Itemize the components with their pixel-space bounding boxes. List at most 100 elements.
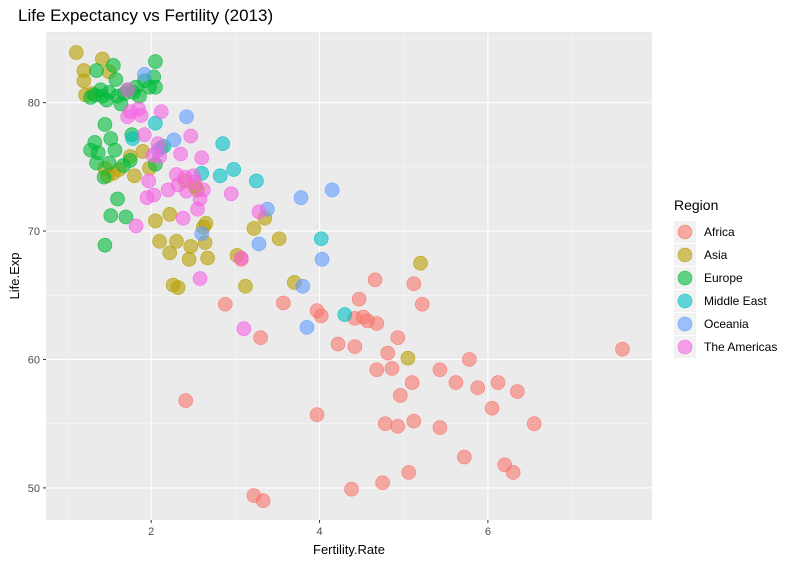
point-middle-east — [212, 168, 228, 184]
point-oceania — [295, 278, 311, 294]
point-asia — [170, 280, 186, 295]
point-oceania — [194, 226, 210, 241]
point-africa — [380, 345, 396, 361]
point-africa — [432, 420, 448, 435]
point-middle-east — [226, 162, 241, 177]
point-the-americas — [183, 128, 199, 144]
point-middle-east — [249, 173, 264, 189]
point-asia — [400, 350, 416, 366]
point-the-americas — [196, 182, 211, 198]
y-axis-ticks: 50 60 70 80 — [28, 98, 46, 495]
point-the-americas — [154, 104, 169, 119]
point-asia — [76, 73, 92, 89]
point-africa — [404, 375, 420, 390]
chart-title: Life Expectancy vs Fertility (2013) — [18, 6, 273, 25]
point-africa — [414, 296, 430, 312]
y-tick-label: 50 — [28, 483, 40, 495]
point-the-americas — [173, 146, 188, 162]
point-the-americas — [236, 321, 252, 336]
point-asia — [181, 252, 197, 267]
point-oceania — [166, 132, 182, 148]
point-middle-east — [337, 307, 353, 322]
point-asia — [271, 231, 287, 247]
point-europe — [96, 169, 112, 185]
point-asia — [183, 239, 199, 254]
point-europe — [89, 63, 104, 78]
point-africa — [178, 393, 194, 408]
point-africa — [309, 303, 325, 318]
point-the-americas — [194, 150, 210, 166]
x-tick-label: 4 — [316, 526, 322, 538]
point-the-americas — [152, 149, 167, 164]
point-europe — [148, 54, 163, 69]
point-africa — [369, 362, 385, 378]
legend-swatch-europe — [677, 270, 693, 286]
point-africa — [344, 481, 359, 497]
point-africa — [309, 407, 325, 422]
legend-label-asia: Asia — [704, 248, 728, 262]
point-oceania — [314, 252, 330, 267]
point-europe — [108, 72, 124, 87]
point-asia — [162, 207, 178, 222]
point-europe — [110, 191, 125, 207]
point-africa — [390, 330, 406, 345]
point-the-americas — [146, 187, 162, 203]
point-africa — [526, 416, 542, 431]
point-africa — [375, 475, 390, 491]
y-axis-title: Life.Exp — [7, 253, 22, 300]
point-europe — [118, 209, 134, 225]
y-tick-label: 70 — [28, 226, 40, 238]
point-middle-east — [313, 231, 329, 247]
point-asia — [413, 255, 428, 271]
point-europe — [103, 208, 119, 223]
x-axis-ticks: 2 4 6 — [148, 520, 491, 538]
point-africa — [484, 400, 500, 416]
point-asia — [246, 221, 262, 236]
point-africa — [276, 295, 291, 311]
point-asia — [148, 213, 163, 229]
point-oceania — [293, 190, 309, 205]
legend-swatch-africa — [677, 224, 693, 240]
x-tick-label: 6 — [485, 526, 491, 538]
point-africa — [377, 416, 393, 431]
point-the-americas — [141, 173, 156, 189]
x-axis-title: Fertility.Rate — [313, 542, 385, 557]
legend-label-middle-east: Middle East — [704, 294, 767, 308]
point-the-americas — [137, 127, 152, 143]
point-africa — [367, 272, 383, 288]
point-africa — [393, 388, 408, 403]
point-oceania — [299, 320, 315, 335]
point-europe — [90, 145, 106, 161]
point-africa — [246, 488, 262, 503]
point-the-americas — [179, 183, 194, 199]
legend-title: Region — [674, 197, 718, 213]
point-oceania — [137, 67, 152, 82]
point-europe — [122, 153, 138, 168]
legend-swatch-asia — [677, 247, 693, 263]
point-the-americas — [128, 218, 144, 234]
legend-label-africa: Africa — [704, 225, 735, 239]
legend-label-oceania: Oceania — [704, 317, 749, 331]
x-tick-label: 2 — [148, 526, 154, 538]
point-africa — [510, 384, 525, 399]
point-middle-east — [148, 115, 163, 131]
point-asia — [162, 245, 178, 261]
point-africa — [448, 375, 464, 390]
point-africa — [253, 330, 268, 345]
point-africa — [401, 465, 417, 480]
point-the-americas — [133, 108, 149, 123]
point-africa — [497, 457, 513, 473]
legend-swatch-middle-east — [677, 293, 693, 309]
legend-label-europe: Europe — [704, 271, 743, 285]
point-asia — [152, 234, 167, 249]
point-africa — [384, 361, 400, 376]
point-africa — [470, 380, 486, 396]
data-points — [69, 45, 630, 509]
point-europe — [148, 79, 163, 95]
point-europe — [106, 58, 121, 73]
point-africa — [406, 276, 422, 292]
point-africa — [351, 291, 367, 307]
point-europe — [97, 237, 113, 253]
point-asia — [169, 234, 184, 249]
